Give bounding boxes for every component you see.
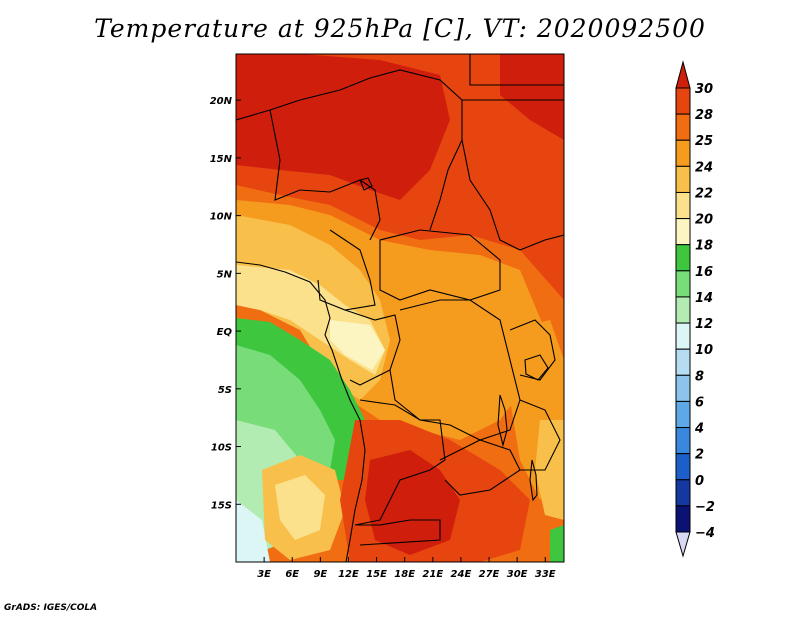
x-tick-label: 3E <box>257 569 271 580</box>
coastline-west <box>236 261 366 562</box>
colorbar-label: 18 <box>695 239 713 254</box>
lake-tanganyika <box>497 394 508 448</box>
y-tick-label: 10N <box>210 212 233 223</box>
border-congo <box>344 309 401 386</box>
colorbar-label: 28 <box>695 108 713 123</box>
colorbar-segment <box>675 244 691 272</box>
colorbar-top-arrow <box>675 60 691 89</box>
colorbar-label: 0 <box>695 474 704 489</box>
x-tick-label: 9E <box>313 569 327 580</box>
y-tick-label: 5N <box>217 269 233 280</box>
x-tick-label: 18E <box>394 569 415 580</box>
x-tick-label: 12E <box>338 569 359 580</box>
colorbar-label: −2 <box>695 500 715 515</box>
field-east-22 <box>535 420 564 520</box>
border-cameroon <box>317 229 376 311</box>
field-southern-max <box>365 450 460 555</box>
y-tick-label: 10S <box>211 443 232 454</box>
border-east <box>519 234 564 251</box>
border-egypt <box>469 54 564 86</box>
colorbar-segment <box>675 427 691 455</box>
colorbar-label: 20 <box>695 213 713 228</box>
colorbar-segment <box>675 113 691 141</box>
y-tick-label: EQ <box>217 327 233 338</box>
map-title: Temperature at 925hPa [C], VT: 202009250… <box>94 14 706 43</box>
colorbar-segment <box>675 191 691 220</box>
x-tick-label: 21E <box>422 569 443 580</box>
y-tick-label: 15N <box>210 154 233 165</box>
colorbar-bottom-arrow <box>675 531 691 558</box>
plot-frame <box>235 53 565 563</box>
grads-credit: GrADS: IGES/COLA <box>4 603 98 613</box>
colorbar-segment <box>675 218 691 246</box>
border-angola <box>354 399 446 526</box>
field-pale-18 <box>330 320 385 370</box>
colorbar-segment <box>675 400 691 429</box>
x-tick-label: 27E <box>479 569 500 580</box>
colorbar-segment <box>675 374 691 402</box>
colorbar-label: 10 <box>695 343 713 358</box>
colorbar-label: 14 <box>695 291 713 306</box>
colorbar-label: 24 <box>695 160 713 175</box>
field-southwest-10 <box>236 500 270 562</box>
colorbar-label: 25 <box>695 134 713 149</box>
lake-chad <box>359 177 373 191</box>
border-sahel <box>236 69 463 231</box>
field-sahara-east <box>500 54 564 140</box>
border-tanzania <box>519 399 561 471</box>
colorbar-segment <box>675 87 691 115</box>
y-tick-label: 15S <box>211 500 232 511</box>
y-tick-label: 20N <box>210 96 233 107</box>
colorbar-label: 2 <box>695 448 704 463</box>
border-drc <box>389 299 521 441</box>
colorbar-segment <box>675 505 691 533</box>
colorbar-label: 16 <box>695 265 713 280</box>
temperature-field <box>236 54 564 562</box>
colorbar-segment <box>675 139 691 167</box>
colorbar-segment <box>675 165 691 193</box>
border-namibia <box>355 519 441 546</box>
x-tick-label: 33E <box>535 569 556 580</box>
x-tick-label: 15E <box>366 569 387 580</box>
colorbar-label: 6 <box>695 395 704 410</box>
colorbar-label: −4 <box>695 526 715 541</box>
axis-ticks: 3E 6E 9E 12E 15E 18E 21E 24E 27E 30E 33E 20N 15N 10N 5… <box>210 96 556 580</box>
colorbar-segment <box>675 348 691 376</box>
lake-victoria <box>524 354 549 381</box>
colorbar-segment <box>675 296 691 324</box>
colorbar-segment <box>675 479 691 507</box>
colorbar-label: 4 <box>694 422 704 437</box>
x-tick-label: 30E <box>507 569 528 580</box>
colorbar-segment <box>675 453 691 481</box>
map-borders <box>236 54 564 562</box>
colorbar-label: 12 <box>695 317 713 332</box>
border-chad-sudan <box>461 139 521 251</box>
border-car <box>379 229 501 301</box>
y-tick-label: 5S <box>218 385 232 396</box>
border-niger-chad <box>269 109 381 241</box>
field-sahara-north <box>236 54 450 200</box>
colorbar-label: 22 <box>695 186 713 201</box>
x-tick-label: 24E <box>451 569 472 580</box>
field-sw-warm2 <box>275 475 325 540</box>
field-se-green <box>550 525 564 562</box>
colorbar-label: 8 <box>695 369 704 384</box>
x-tick-label: 6E <box>285 569 299 580</box>
lake-malawi <box>529 459 538 502</box>
colorbar-label: 30 <box>695 82 713 97</box>
colorbar-segment <box>675 270 691 298</box>
colorbar-segment <box>675 322 691 350</box>
